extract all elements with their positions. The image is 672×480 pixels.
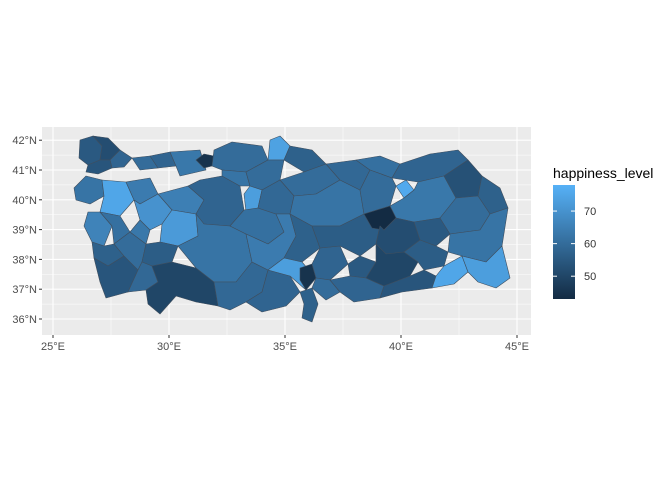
x-tick-label: 30°E — [157, 341, 181, 353]
legend-colorbar — [553, 185, 575, 299]
province-tekirdag — [85, 159, 113, 175]
province-mus — [413, 217, 451, 247]
legend-ticks: 70 60 50 — [553, 206, 596, 283]
x-tick-label: 25°E — [41, 341, 65, 353]
x-tick-label: 45°E — [505, 341, 529, 353]
y-tick-label: 39°N — [12, 225, 37, 237]
province-gaziantep — [311, 277, 341, 301]
y-tick-label: 37°N — [12, 284, 37, 296]
x-axis: 25°E 30°E 35°E 40°E 45°E — [41, 335, 529, 353]
province-osmaniye — [299, 263, 317, 291]
legend-tick-label: 60 — [584, 239, 596, 251]
province-hakkari — [461, 245, 511, 289]
y-tick-label: 36°N — [12, 314, 37, 326]
legend-tick-label: 50 — [584, 271, 596, 283]
y-tick-label: 40°N — [12, 195, 37, 207]
legend-title: happiness_level — [553, 165, 653, 181]
x-tick-label: 35°E — [273, 341, 297, 353]
province-bolu — [169, 149, 207, 177]
province-layer — [73, 135, 511, 323]
y-tick-label: 38°N — [12, 254, 37, 266]
y-axis: 36°N 37°N 38°N 39°N 40°N 41°N 42°N — [12, 135, 42, 326]
y-tick-label: 41°N — [12, 165, 37, 177]
y-tick-label: 42°N — [12, 135, 37, 147]
x-tick-label: 40°E — [389, 341, 413, 353]
legend: happiness_level 70 60 50 — [553, 165, 653, 299]
province-cankiri — [221, 169, 251, 187]
province-batman-siirt — [403, 239, 449, 271]
legend-tick-label: 70 — [584, 206, 596, 218]
